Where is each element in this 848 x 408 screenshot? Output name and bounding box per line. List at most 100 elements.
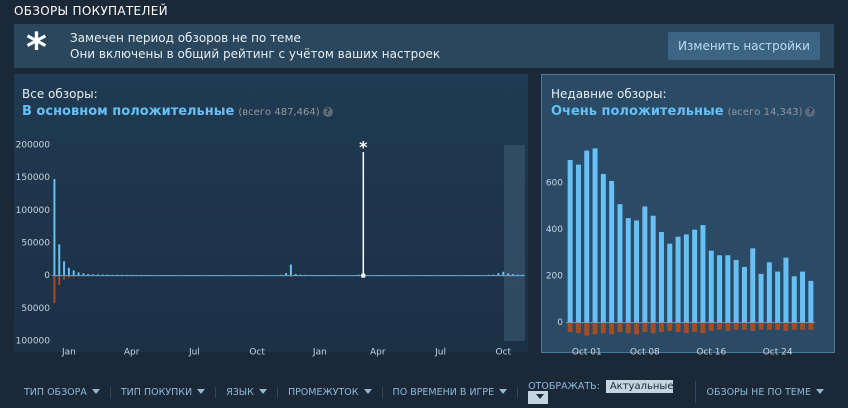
bar (766, 262, 772, 323)
bar (634, 220, 640, 323)
bar (468, 275, 471, 276)
bar (708, 250, 714, 323)
bar (725, 322, 731, 331)
bar (717, 322, 723, 330)
rating-text: В основном положительные (22, 104, 235, 119)
help-icon[interactable]: ? (322, 107, 333, 117)
bar (463, 275, 466, 276)
bar (516, 274, 519, 276)
y-tick-label: 400 (546, 225, 563, 235)
bar (323, 275, 326, 276)
x-tick-label: Oct 08 (630, 348, 660, 358)
bar (492, 274, 495, 276)
bar (352, 275, 355, 276)
bar (758, 273, 764, 323)
x-tick-label: Apr (124, 348, 140, 358)
bar (497, 275, 500, 277)
bar (251, 275, 254, 276)
bar (82, 273, 85, 276)
bar (458, 275, 461, 276)
bar (53, 275, 56, 304)
bar (130, 274, 133, 276)
notice-line: Они включены в общий рейтинг с учётом ва… (70, 47, 441, 61)
bar (658, 232, 664, 323)
bar (692, 229, 698, 323)
bar (367, 275, 370, 276)
bar (775, 322, 781, 330)
bar (309, 275, 312, 276)
help-icon[interactable]: ? (805, 107, 816, 117)
filter-dropdown[interactable]: ПРОМЕЖУТОК (278, 386, 383, 398)
x-tick-label: Oct (495, 348, 511, 358)
filter-dropdown[interactable]: ЯЗЫК (216, 386, 278, 398)
bar (634, 322, 640, 335)
bar (600, 173, 606, 323)
bar (386, 275, 389, 276)
y-tick-label: 100000 (16, 337, 51, 347)
bar (227, 275, 230, 276)
bar (783, 257, 789, 323)
bar (708, 322, 714, 331)
bar (700, 322, 706, 334)
x-tick-label: Jan (312, 348, 327, 358)
bar (584, 150, 590, 323)
bar (429, 275, 432, 276)
bar (650, 215, 656, 323)
rating: В основном положительные (всего 487,464)? (22, 104, 333, 119)
bar (164, 275, 167, 276)
bar (333, 275, 336, 276)
bar (159, 275, 162, 276)
bar (449, 275, 452, 276)
settings-button[interactable]: Изменить настройки (668, 32, 820, 60)
notice-line: Замечен период обзоров не по теме (70, 31, 301, 45)
bar (193, 275, 196, 276)
bar (294, 274, 297, 276)
bar (111, 274, 114, 276)
bar (478, 275, 481, 276)
bar (567, 322, 573, 333)
bar (347, 275, 350, 276)
bar (444, 275, 447, 276)
bar (188, 275, 191, 276)
bar (808, 280, 814, 323)
bar (212, 275, 215, 276)
bar (275, 275, 278, 276)
bar (53, 178, 56, 276)
bar (766, 322, 772, 330)
bar (265, 275, 268, 276)
bar (675, 236, 681, 323)
bar (357, 274, 360, 276)
bar (120, 274, 123, 276)
bar (371, 275, 374, 276)
bar (396, 275, 399, 276)
bar (482, 275, 485, 276)
off-topic-filter[interactable]: ОБЗОРЫ НЕ ПО ТЕМЕ (696, 387, 834, 398)
bar (178, 275, 181, 276)
bar (425, 275, 428, 276)
x-tick-label: Jan (61, 348, 76, 358)
filter-dropdown[interactable]: ТИП ПОКУПКИ (111, 386, 217, 398)
bar (217, 275, 220, 276)
bar (256, 275, 259, 276)
bar (800, 271, 806, 323)
bar (222, 275, 225, 276)
bar (125, 274, 128, 276)
bar (725, 255, 731, 323)
bar (72, 275, 75, 277)
bar (241, 275, 244, 276)
bar (575, 322, 581, 334)
bar (285, 273, 288, 276)
bar (584, 322, 590, 336)
filter-dropdown[interactable]: ПО ВРЕМЕНИ В ИГРЕ (383, 386, 519, 398)
filter-bar: ТИП ОБЗОРА ТИП ПОКУПКИ ЯЗЫК ПРОМЕЖУТОК ПО ВР… (14, 378, 834, 406)
bar (741, 322, 747, 330)
bar (609, 180, 615, 323)
x-tick-label: Oct 24 (763, 348, 793, 358)
display-filter: ОТОБРАЖАТЬ: Актуальные (518, 380, 697, 404)
filter-dropdown[interactable]: ТИП ОБЗОРА (14, 386, 111, 398)
bar (783, 322, 789, 331)
x-tick-label: Oct (249, 348, 265, 358)
bar (692, 322, 698, 333)
bar (280, 274, 283, 276)
